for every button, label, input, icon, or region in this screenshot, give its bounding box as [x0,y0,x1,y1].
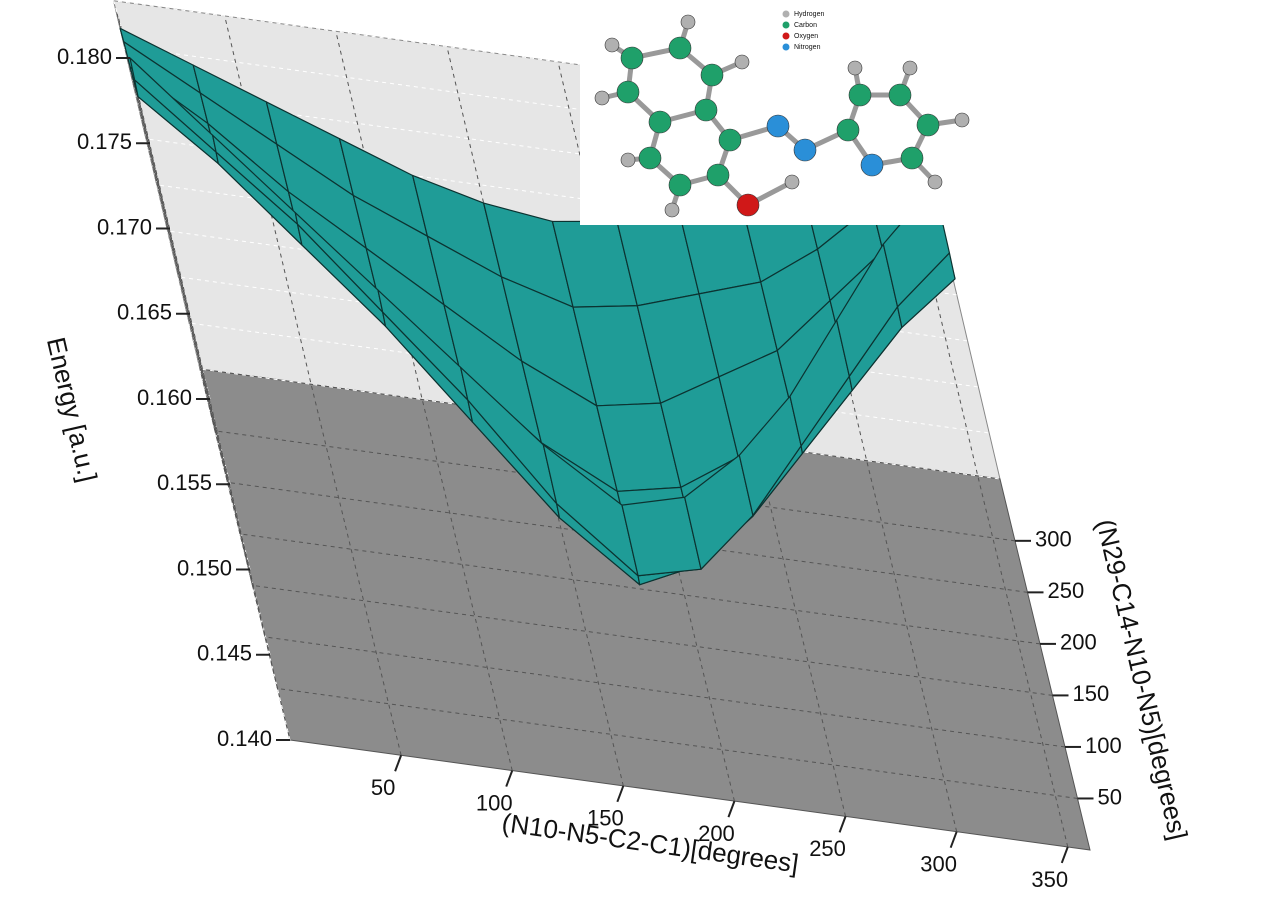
z-tick-label: 0.140 [217,726,272,751]
atom [621,47,643,69]
z-tick-label: 0.165 [117,300,172,325]
z-axis-title: Energy [a.u.] [41,334,103,484]
x-tick-label: 50 [371,775,395,800]
x-tick [395,755,401,771]
atom [695,99,717,121]
atom [849,84,871,106]
x-tick [840,816,846,832]
x-tick-label: 250 [809,836,846,861]
atom [669,174,691,196]
legend-label: Hydrogen [794,11,824,18]
legend-label: Oxygen [794,33,818,40]
atom [903,61,917,75]
page: Hydrogen Carbon Oxygen Nitrogen 0.140 0.145 0… [0,0,1264,907]
z-tick-label: 0.175 [77,129,132,154]
z-tick-label: 0.170 [97,214,152,239]
x-tick-label: 300 [920,851,957,876]
z-tick-label: 0.155 [157,470,212,495]
y-tick-label: 200 [1060,630,1097,655]
x-tick [506,771,512,787]
x-tick [1062,847,1068,863]
x-axis-title: (N10-N5-C2-C1)[degrees] [500,807,800,878]
atom [917,114,939,136]
z-tick-label: 0.145 [197,641,252,666]
atom [621,153,635,167]
atom [901,147,923,169]
atom [669,37,691,59]
x-tick [617,786,623,802]
z-tick-label: 0.160 [137,385,192,410]
atom [639,147,661,169]
legend-label: Carbon [794,22,817,29]
atom [719,129,741,151]
y-tick-label: 50 [1098,784,1122,809]
legend-swatch [783,22,790,29]
legend-label: Nitrogen [794,44,821,51]
chart: Hydrogen Carbon Oxygen Nitrogen 0.140 0.145 0… [0,0,1264,902]
atom [617,81,639,103]
atom [701,64,723,86]
atom [605,38,619,52]
legend-swatch [783,11,790,18]
atom [889,84,911,106]
atom [707,164,729,186]
atom [595,91,609,105]
atom [681,15,695,29]
y-tick-label: 150 [1073,681,1110,706]
atom [785,175,799,189]
x-tick-label: 350 [1031,867,1068,892]
atom [928,175,942,189]
x-tick [951,832,957,848]
atom [737,194,759,216]
atom [837,119,859,141]
atom [767,115,789,137]
legend-swatch [783,44,790,51]
atom [735,55,749,69]
z-tick-label: 0.180 [57,44,112,69]
x-tick [728,801,734,817]
z-tick-label: 0.150 [177,555,232,580]
y-tick-label: 100 [1085,733,1122,758]
atom [665,203,679,217]
atom [649,111,671,133]
y-tick-label: 300 [1035,527,1072,552]
y-tick-label: 250 [1048,578,1085,603]
molecule-inset: Hydrogen Carbon Oxygen Nitrogen [580,0,990,225]
atom [848,61,862,75]
atom [794,139,816,161]
atom [861,154,883,176]
legend-swatch [783,33,790,40]
atom [955,113,969,127]
